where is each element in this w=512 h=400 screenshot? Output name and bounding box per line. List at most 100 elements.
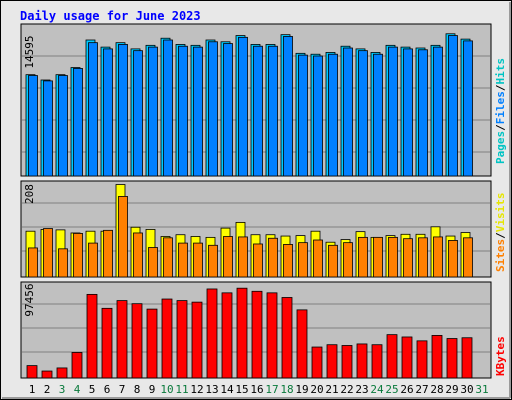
hits-ytick-label: 14595 xyxy=(23,35,36,68)
kbytes-bar xyxy=(401,336,413,379)
kbytes-bar xyxy=(86,293,98,379)
legend-hits: Hits xyxy=(494,58,507,85)
x-tick-label: 24 xyxy=(370,383,384,396)
kbytes-bar xyxy=(221,292,233,379)
files-bar xyxy=(448,35,458,177)
x-tick-label: 5 xyxy=(89,383,96,396)
x-tick-label: 12 xyxy=(190,383,203,396)
kbytes-bar xyxy=(251,290,263,379)
x-tick-label: 4 xyxy=(74,383,81,396)
kbytes-bar xyxy=(356,343,368,379)
files-bar xyxy=(433,46,443,177)
files-bar xyxy=(403,48,413,177)
files-bar xyxy=(253,45,263,177)
kbytes-bar xyxy=(41,370,53,379)
kbytes-bar xyxy=(26,365,38,379)
kbytes-ytick-label: 97456 xyxy=(23,283,36,316)
sites-bar xyxy=(28,247,38,278)
files-bar xyxy=(328,53,338,177)
kbytes-bar xyxy=(56,367,68,379)
x-tick-label: 26 xyxy=(400,383,413,396)
files-bar xyxy=(343,47,353,177)
files-bar xyxy=(58,75,68,177)
files-bar xyxy=(283,36,293,177)
x-tick-label: 23 xyxy=(355,383,368,396)
sites-bar xyxy=(418,237,428,278)
files-bar xyxy=(178,45,188,177)
x-tick-label: 27 xyxy=(415,383,428,396)
x-tick-label: 16 xyxy=(250,383,263,396)
x-tick-label: 7 xyxy=(119,383,126,396)
files-bar xyxy=(223,43,233,177)
kbytes-bar xyxy=(176,300,188,379)
bar-marks xyxy=(25,33,473,379)
sites-bar xyxy=(103,229,113,278)
files-bar xyxy=(43,80,53,177)
kbytes-bar xyxy=(386,334,398,379)
kbytes-bar xyxy=(266,292,278,379)
sites-bar xyxy=(133,232,143,278)
files-bar xyxy=(388,46,398,177)
kbytes-bar xyxy=(431,335,443,379)
files-bar xyxy=(103,48,113,177)
sites-bar xyxy=(148,247,158,278)
files-bar xyxy=(28,75,38,177)
sites-bar xyxy=(253,243,263,278)
files-bar xyxy=(193,46,203,177)
sites-bar xyxy=(328,244,338,278)
sites-bar xyxy=(88,242,98,278)
kbytes-bar xyxy=(236,287,248,379)
files-bar xyxy=(163,39,173,177)
sites-bar xyxy=(373,236,383,278)
sites-bar xyxy=(388,236,398,278)
sites-bar xyxy=(223,236,233,278)
sites-bar xyxy=(238,236,248,278)
visits-legend: Sites/Visits xyxy=(494,193,507,273)
sites-bar xyxy=(313,239,323,278)
kbytes-bar xyxy=(71,352,83,379)
kbytes-bar xyxy=(131,303,143,379)
x-tick-label: 19 xyxy=(295,383,308,396)
sites-bar xyxy=(58,248,68,278)
x-tick-label: 22 xyxy=(340,383,353,396)
sites-bar xyxy=(343,242,353,278)
x-tick-label: 2 xyxy=(44,383,51,396)
files-bar xyxy=(298,54,308,177)
x-tick-label: 11 xyxy=(175,383,188,396)
kbytes-bar xyxy=(281,297,293,379)
visits-ytick-label: 208 xyxy=(23,184,36,204)
sites-bar xyxy=(433,236,443,278)
x-tick-label: 3 xyxy=(59,383,66,396)
x-tick-label: 10 xyxy=(160,383,173,396)
kbytes-bar xyxy=(101,307,113,379)
x-tick-label: 15 xyxy=(235,383,248,396)
sites-bar xyxy=(448,240,458,278)
x-tick-label: 13 xyxy=(205,383,218,396)
x-tick-label: 9 xyxy=(149,383,156,396)
kbytes-bar xyxy=(311,346,323,379)
sites-bar xyxy=(43,228,53,278)
files-bar xyxy=(268,45,278,177)
kbytes-bar xyxy=(206,288,218,379)
sites-bar xyxy=(403,238,413,278)
files-bar xyxy=(358,50,368,177)
x-tick-label: 6 xyxy=(104,383,111,396)
files-bar xyxy=(418,49,428,177)
kbytes-bar xyxy=(191,301,203,379)
legend-sites: Sites xyxy=(494,239,507,272)
sites-bar xyxy=(118,196,128,278)
kbytes-bar xyxy=(446,338,458,379)
sites-bar xyxy=(178,242,188,278)
x-tick-label: 25 xyxy=(385,383,398,396)
x-tick-label: 20 xyxy=(310,383,323,396)
sites-bar xyxy=(463,237,473,278)
kbytes-bar xyxy=(461,337,473,379)
legend-sep-2: / xyxy=(494,84,507,91)
x-tick-label: 28 xyxy=(430,383,443,396)
kbytes-bar xyxy=(341,345,353,379)
files-bar xyxy=(313,55,323,177)
sites-bar xyxy=(358,236,368,278)
legend-kbytes: KBytes xyxy=(494,336,507,376)
kbytes-bar xyxy=(116,300,128,379)
